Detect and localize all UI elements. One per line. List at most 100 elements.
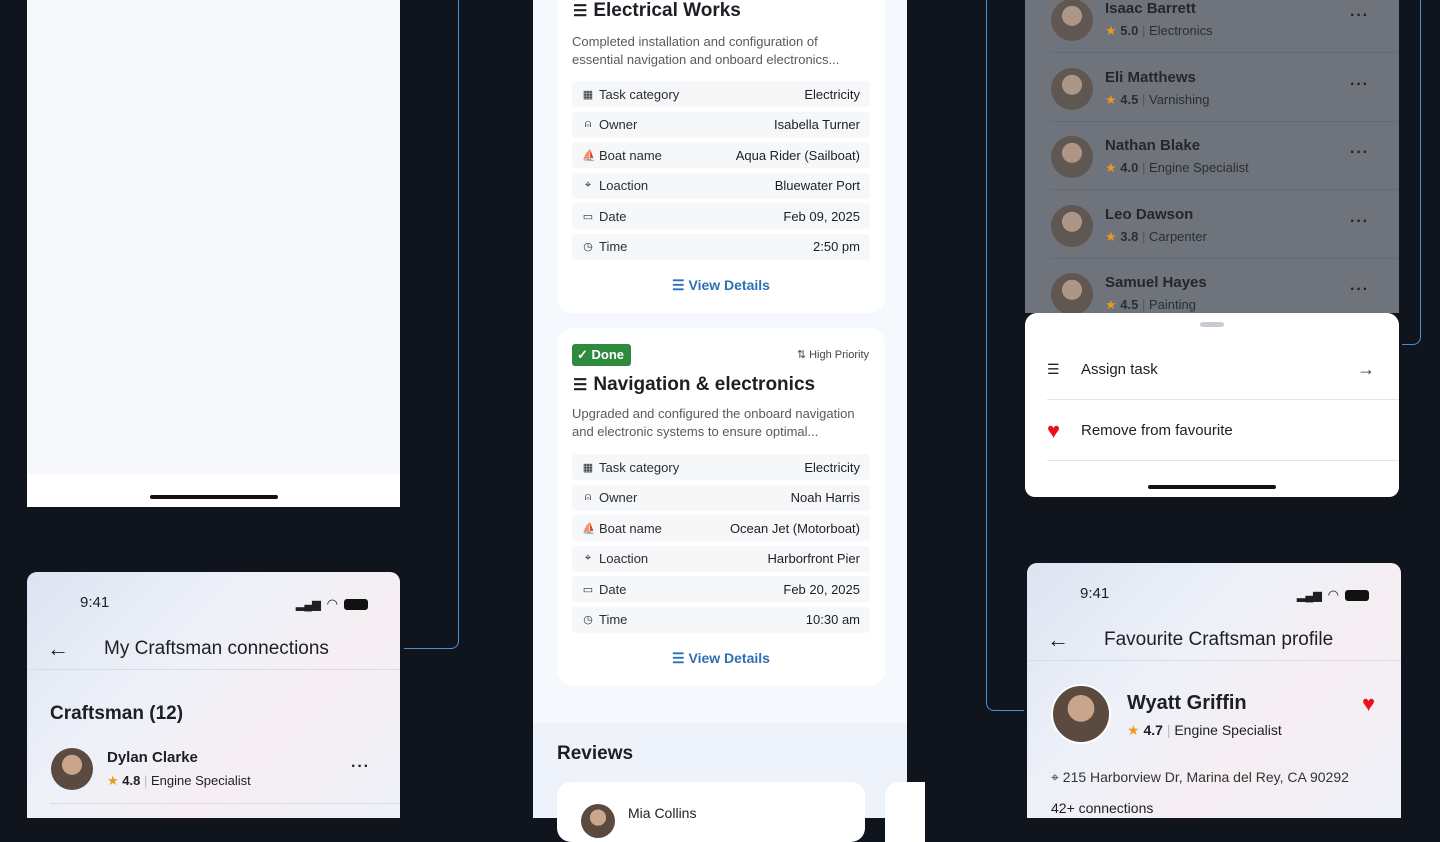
task-card: ☰ Electrical Works Completed installation…: [557, 0, 885, 313]
star-icon: ★: [1105, 160, 1117, 175]
back-button[interactable]: ←: [47, 636, 69, 661]
avatar: [1051, 67, 1093, 110]
row-icon: ◷: [583, 614, 593, 626]
remove-favourite-item[interactable]: ♥ Remove from favourite: [1047, 401, 1399, 461]
row-value: Feb 09, 2025: [783, 208, 860, 224]
rating: 4.0: [1120, 160, 1139, 175]
review-card[interactable]: Mia Collins: [557, 782, 865, 842]
wifi-icon: ◠: [1327, 587, 1339, 602]
back-button[interactable]: ←: [1047, 627, 1069, 652]
review-card[interactable]: [885, 782, 925, 842]
signal-icon: ▂▄▆: [295, 598, 321, 611]
view-details-link[interactable]: ☰ View Details: [672, 277, 770, 293]
connector-line: [458, 0, 459, 642]
row-value: 10:30 am: [805, 612, 860, 627]
row-icon: ⌖: [584, 179, 592, 191]
rating: 5.0: [1120, 23, 1139, 38]
connections-count: 42+ connections: [1051, 800, 1154, 816]
status-time: 9:41: [80, 594, 110, 611]
home-indicator: [150, 495, 278, 499]
detail-row: ◷ Time 10:30 am: [572, 606, 870, 633]
detail-row: ▦ Task category Electricity: [572, 81, 870, 107]
row-value: Bluewater Port: [774, 178, 860, 193]
avatar: [1051, 0, 1093, 41]
heart-icon: ♥: [1047, 417, 1061, 443]
row-value: Aqua Rider (Sailboat): [735, 147, 860, 163]
row-value: 2:50 pm: [813, 239, 860, 254]
page-title: Favourite Craftsman profile: [1104, 629, 1334, 650]
row-icon: ▭: [582, 210, 594, 223]
connector-line: [404, 648, 452, 649]
row-value: Feb 20, 2025: [783, 581, 860, 597]
task-description: Upgraded and configured the onboard navi…: [572, 406, 855, 439]
location-pin-icon: ⌖: [1051, 769, 1059, 785]
list-icon: ☰: [672, 277, 685, 293]
row-label: Owner: [599, 490, 638, 505]
craftsman-name: Samuel Hayes: [1105, 274, 1207, 291]
star-icon: ★: [1105, 228, 1117, 244]
more-options-button[interactable]: ···: [1350, 212, 1369, 230]
battery-icon: [344, 598, 368, 610]
detail-row: ⌖ Loaction Harborfront Pier: [572, 545, 870, 572]
connector-line: [994, 710, 1024, 711]
signal-icon: ▂▄▆: [1296, 589, 1322, 602]
page-title: My Craftsman connections: [104, 638, 329, 659]
reviewer-name: Mia Collins: [628, 805, 697, 821]
craftsman-name: Dylan Clarke: [107, 749, 198, 766]
arrow-right-icon: →: [1357, 359, 1375, 379]
detail-row: ⍝ Owner Noah Harris: [572, 484, 870, 511]
row-value: Isabella Turner: [774, 117, 860, 132]
view-details-link[interactable]: ☰ View Details: [672, 650, 770, 666]
detail-row: ▦ Task category Electricity: [572, 454, 870, 480]
assign-task-item[interactable]: ☰ Assign task →: [1047, 340, 1399, 400]
more-options-button[interactable]: ···: [1350, 281, 1369, 298]
row-icon: ▦: [582, 88, 594, 101]
rating: 4.5: [1120, 297, 1139, 312]
list-item[interactable]: Dylan Clarke ★ 4.8 | Engine Specialist ·…: [50, 744, 400, 804]
connections-screen: 9:41 ▂▄▆ ◠ ← My Craftsman connections Craf…: [27, 572, 400, 818]
row-icon: ⍝: [584, 491, 592, 503]
section-title: Reviews: [557, 743, 634, 764]
star-icon: ★: [1105, 297, 1117, 312]
specialty: Engine Specialist: [1149, 160, 1249, 175]
row-icon: ⍝: [584, 118, 592, 130]
task-card: ✓ Done ⇅ High Priority ☰ Navigation & ele…: [557, 328, 885, 686]
avatar: [51, 748, 93, 790]
list-item[interactable]: Leo Dawson ★ 3.8 | Carpenter ···: [1049, 191, 1399, 259]
row-label: Boat name: [599, 147, 662, 163]
battery-icon: [1345, 589, 1369, 601]
craftsman-name: Isaac Barrett: [1105, 0, 1196, 17]
more-options-button[interactable]: ···: [1350, 144, 1369, 161]
connector-line: [1420, 0, 1421, 337]
more-options-button[interactable]: ···: [351, 758, 370, 775]
list-item[interactable]: Isaac Barrett ★ 5.0 | Electronics ···: [1049, 0, 1399, 53]
list-icon: ☰: [1047, 361, 1060, 377]
list-item[interactable]: Nathan Blake ★ 4.0 | Engine Specialist ···: [1049, 122, 1399, 190]
row-icon: ▭: [582, 583, 594, 596]
specialty: Electronics: [1149, 23, 1213, 38]
drag-handle[interactable]: [1200, 322, 1224, 327]
detail-row: ⛵ Boat name Ocean Jet (Motorboat): [572, 515, 870, 541]
row-label: Loaction: [599, 551, 649, 566]
bottom-sheet: ☰ Assign task → ♥ Remove from favourite: [1025, 313, 1399, 497]
craftsman-name: Nathan Blake: [1105, 137, 1201, 154]
connector-line: [1402, 344, 1413, 345]
list-icon: ☰: [573, 377, 588, 394]
favourite-heart-button[interactable]: ♥: [1361, 691, 1375, 716]
star-icon: ★: [1105, 23, 1117, 38]
more-options-button[interactable]: ···: [1350, 75, 1369, 93]
connector-curve: [1412, 336, 1421, 345]
check-circle-icon: ✓: [577, 347, 588, 362]
row-value: Electricity: [804, 459, 860, 475]
status-badge: ✓ Done: [572, 344, 632, 366]
priority-label: ⇅ High Priority: [796, 349, 869, 361]
more-options-button[interactable]: ···: [1350, 7, 1369, 24]
avatar: [1051, 684, 1111, 744]
row-label: Boat name: [599, 520, 662, 536]
profile-screen: 9:41 ▂▄▆ ◠ ← Favourite Craftsman profile W…: [1027, 563, 1401, 818]
section-title: Craftsman (12): [50, 703, 184, 724]
specialty: Carpenter: [1149, 228, 1207, 244]
detail-row: ▭ Date Feb 09, 2025: [572, 203, 870, 229]
list-item[interactable]: Eli Matthews ★ 4.5 | Varnishing ···: [1049, 54, 1399, 122]
avatar: [1051, 204, 1093, 247]
